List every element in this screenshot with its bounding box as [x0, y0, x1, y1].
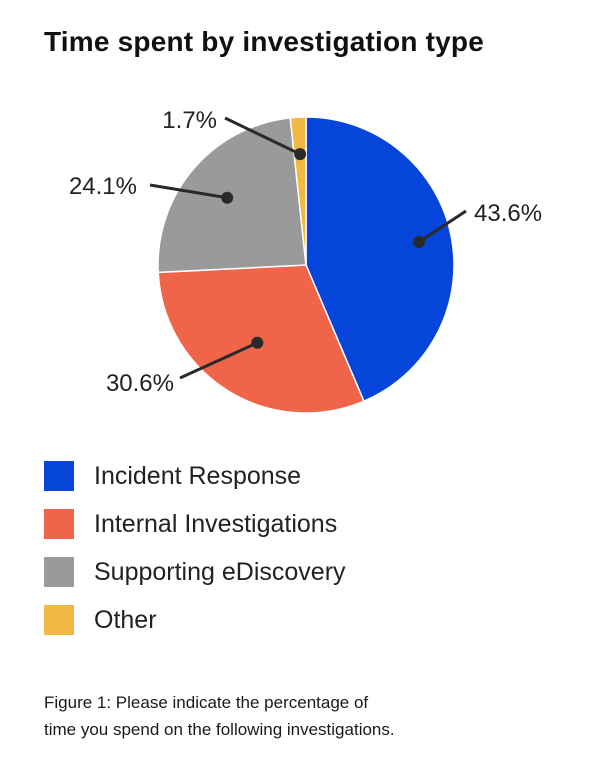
pie-leader-lines — [149, 116, 467, 380]
legend: Incident Response Internal Investigation… — [44, 452, 346, 644]
legend-swatch — [44, 605, 74, 635]
legend-item-supporting-ediscovery: Supporting eDiscovery — [44, 548, 346, 596]
leader-dot — [413, 235, 426, 248]
pie-slice-incident-response — [305, 116, 455, 403]
legend-label: Supporting eDiscovery — [94, 557, 346, 586]
leader-line — [224, 116, 301, 156]
legend-swatch — [44, 461, 74, 491]
legend-swatch — [44, 557, 74, 587]
caption-line: time you spend on the following investig… — [44, 720, 395, 739]
data-label: 1.7% — [162, 107, 217, 134]
data-label: 24.1% — [69, 173, 137, 200]
chart-title: Time spent by investigation type — [44, 26, 484, 57]
leader-dot — [221, 191, 234, 204]
legend-item-other: Other — [44, 596, 346, 644]
legend-label: Internal Investigations — [94, 509, 338, 538]
data-label: 30.6% — [106, 370, 174, 397]
pie-chart: 43.6% 30.6% 24.1% 1.7% — [69, 107, 542, 414]
leader-line — [179, 341, 258, 380]
legend-swatch — [44, 509, 74, 539]
legend-item-incident-response: Incident Response — [44, 452, 346, 500]
leader-dot — [251, 336, 264, 349]
pie-value-labels: 43.6% 30.6% 24.1% 1.7% — [69, 107, 542, 397]
leader-dot — [294, 148, 307, 161]
data-label: 43.6% — [474, 200, 542, 227]
legend-label: Incident Response — [94, 461, 302, 490]
caption-line: Figure 1: Please indicate the percentage… — [44, 693, 369, 712]
leader-line — [418, 209, 467, 244]
legend-label: Other — [94, 605, 157, 634]
legend-item-internal-investigations: Internal Investigations — [44, 500, 346, 548]
figure-caption: Figure 1: Please indicate the percentage… — [44, 689, 564, 743]
leader-line — [149, 183, 228, 200]
